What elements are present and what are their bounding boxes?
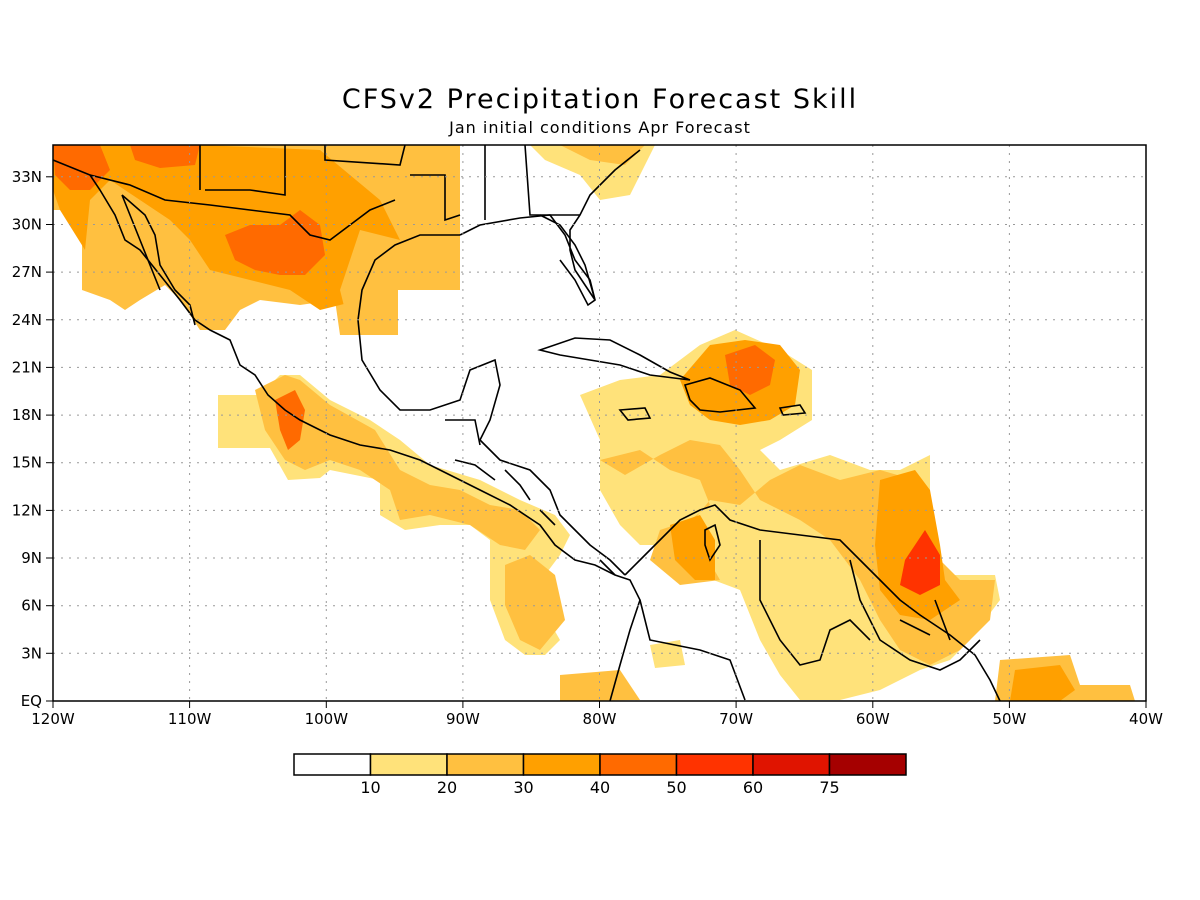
lon-label: 50W (992, 710, 1026, 728)
coastline-gulf-of-mexico (357, 234, 501, 441)
lon-label: 40W (1129, 710, 1163, 728)
skill-region-spot-3n (650, 640, 685, 668)
border-mexico-us (89, 174, 396, 241)
skill-region-amazon-core (1010, 665, 1075, 701)
skill-region-north-high (130, 145, 200, 168)
colorbar-swatch (752, 753, 831, 776)
coastline-hispaniola (683, 377, 757, 413)
colorbar-swatch (446, 753, 525, 776)
lon-label: 80W (583, 710, 617, 728)
colorbar-swatch (828, 753, 907, 776)
lat-label: EQ (21, 692, 42, 710)
lat-label: 24N (12, 311, 42, 329)
colorbar-label: 60 (743, 778, 763, 797)
coastline-lake-maracaibo (704, 523, 721, 562)
colorbar-label: 50 (666, 778, 686, 797)
skill-region-gulf-west (340, 230, 460, 335)
lat-label: 33N (12, 168, 42, 186)
border-central-america (445, 419, 616, 576)
lon-label: 100W (305, 710, 349, 728)
skill-region-guianas-high (900, 530, 940, 595)
skill-region-central-pacific (505, 555, 565, 650)
lon-label: 90W (446, 710, 480, 728)
lat-label: 27N (12, 263, 42, 281)
skill-region-hispaniola-high (725, 345, 775, 395)
colorbar-label: 75 (819, 778, 839, 797)
colorbar-label: 20 (437, 778, 457, 797)
lon-label: 110W (168, 710, 212, 728)
lat-label: 21N (12, 358, 42, 376)
coastline-us-gulf (459, 149, 641, 301)
colorbar-label: 30 (513, 778, 533, 797)
lon-labels: 120W 110W 100W 90W 80W 70W 60W 50W 40W (31, 710, 1163, 728)
lat-label: 18N (12, 406, 42, 424)
skill-region-pacific-mexico-high (275, 390, 305, 450)
map-title: CFSv2 Precipitation Forecast Skill (341, 84, 859, 115)
coastline-puerto-rico (778, 404, 807, 416)
skill-shading (53, 145, 1135, 701)
border-south-america (639, 540, 981, 701)
skill-region-venezuela-west (670, 515, 715, 580)
lat-label: 9N (21, 549, 42, 567)
colorbar-label: 10 (360, 778, 380, 797)
lat-label: 12N (12, 501, 42, 519)
skill-region-panama-south (560, 670, 640, 701)
lat-label: 15N (12, 454, 42, 472)
axis-ticks (46, 176, 1147, 708)
lat-labels: EQ 3N 6N 9N 12N 15N 18N 21N 24N 27N 30N … (12, 168, 42, 710)
coastline-florida (539, 214, 596, 307)
colorbar-labels: 10 20 30 40 50 60 75 (360, 778, 839, 797)
colorbar-swatch (293, 753, 372, 776)
colorbar-swatch (599, 753, 678, 776)
lat-label: 6N (21, 597, 42, 615)
skill-region-southeast-us-core (560, 145, 645, 165)
coastline-us-canada-borders (199, 145, 580, 222)
skill-region-mexico-high (225, 210, 325, 275)
coastline-jamaica (618, 407, 652, 421)
map-subtitle: Jan initial conditions Apr Forecast (449, 118, 751, 137)
lon-label: 120W (31, 710, 75, 728)
colorbar (293, 753, 907, 776)
lat-label: 30N (12, 216, 42, 234)
lon-label: 70W (719, 710, 753, 728)
lon-label: 60W (856, 710, 890, 728)
colorbar-swatch (369, 753, 448, 776)
coastline-south-america-north (624, 504, 1001, 701)
skill-region-mexico-core (53, 145, 400, 310)
coastline-cuba (537, 337, 691, 381)
coastline-central-america-caribbean (479, 439, 626, 576)
skill-region-nw-corner (53, 145, 110, 190)
lat-label: 3N (21, 644, 42, 662)
colorbar-swatch (522, 753, 601, 776)
colorbar-swatch (675, 753, 754, 776)
colorbar-label: 40 (590, 778, 610, 797)
